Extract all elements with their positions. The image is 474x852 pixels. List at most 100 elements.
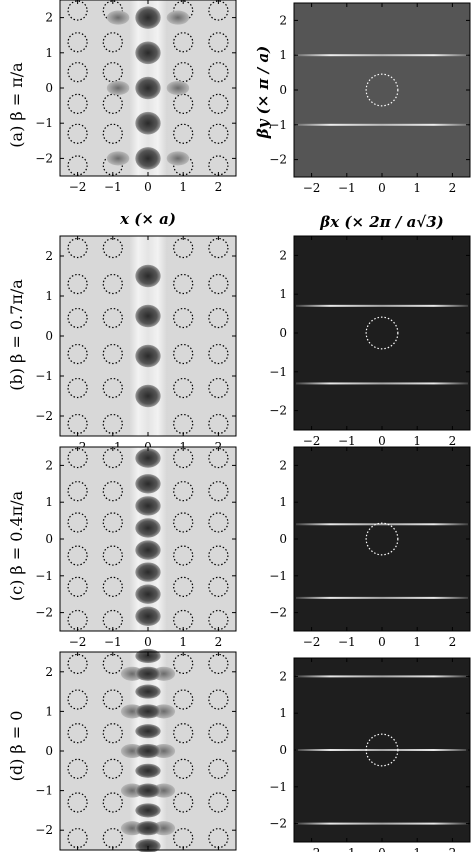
spectrum-y-tick-label-2-2: 0 xyxy=(279,532,287,546)
field-y-tick-label-1-3: 1 xyxy=(45,289,53,303)
field-mode-lobe-2-3 xyxy=(135,518,161,538)
field-hole-1-2-2 xyxy=(173,307,194,329)
field-mode-lobe-1-3 xyxy=(135,384,161,408)
field-mode-lobe-3-7 xyxy=(135,783,161,798)
spectrum-x-tick-label-0-3: 1 xyxy=(413,181,421,195)
field-hole-1-1-3 xyxy=(208,273,229,295)
field-mode-lobe-3-9 xyxy=(135,821,161,836)
spectrum-x-tick-label-3-2: 0 xyxy=(378,846,386,852)
field-y-tick-label-0-4: 2 xyxy=(45,11,53,25)
field-hole-3-1-1 xyxy=(102,689,123,710)
field-mode-lobe-0-4 xyxy=(135,147,161,170)
field-y-tick-label-3-2: 0 xyxy=(45,744,53,758)
field-hole-3-0-1 xyxy=(102,653,123,674)
field-hole-2-0-1 xyxy=(102,447,123,469)
spectrum-x-axis-label: βx (× 2π / a√3) xyxy=(319,213,443,231)
field-mode-lobe-0-0 xyxy=(135,6,161,29)
spectrum-panel-1: −2 −1 0 1 2 −2 −1 0 1 2 xyxy=(269,235,471,448)
field-hole-0-3-3 xyxy=(208,93,229,114)
field-y-tick-label-1-2: 0 xyxy=(45,329,53,343)
spectrum-light-cone-circle-0 xyxy=(365,73,399,107)
field-hole-3-3-0 xyxy=(67,758,88,779)
field-y-tick-label-3-3: 1 xyxy=(45,704,53,718)
spectrum-y-tick-label-0-3: 1 xyxy=(279,48,287,62)
spectrum-light-cone-circle-2 xyxy=(365,522,399,556)
field-y-tick-label-0-3: 1 xyxy=(45,46,53,60)
spectrum-y-tick-label-1-1: −1 xyxy=(269,365,287,379)
spectrum-x-tick-label-2-2: 0 xyxy=(378,635,386,649)
field-mode-lobe-0-1 xyxy=(135,41,161,65)
spectrum-x-tick-label-3-1: −1 xyxy=(338,846,356,852)
spectrum-x-tick-label-1-1: −1 xyxy=(338,434,356,448)
spectrum-panel-3: −2 −1 0 1 2 −2 −1 0 1 2 xyxy=(269,657,471,852)
spectrum-x-tick-label-2-0: −2 xyxy=(303,635,321,649)
field-x-tick-label-2-3: 1 xyxy=(179,635,187,649)
spectrum-x-tick-label-3-3: 1 xyxy=(413,846,421,852)
spectrum-x-tick-label-2-4: 2 xyxy=(449,635,457,649)
field-panel-2: −2 −1 0 1 2 −2 −1 0 1 2 xyxy=(35,446,237,649)
field-hole-2-3-3 xyxy=(208,545,229,566)
spectrum-line-1-1 xyxy=(296,382,468,385)
spectrum-panel-0: −2 −1 0 1 2 −2 −1 0 1 2 xyxy=(269,2,471,195)
spectrum-light-cone-circle-3 xyxy=(365,733,399,767)
field-hole-2-0-2 xyxy=(173,447,194,469)
field-hole-3-3-1 xyxy=(102,758,123,779)
spectrum-line-1-0 xyxy=(296,304,468,307)
field-y-tick-label-0-1: −1 xyxy=(35,116,53,130)
spectrum-line-3-2 xyxy=(296,822,468,825)
field-hole-1-2-0 xyxy=(67,307,88,329)
field-mode-lobe-1-2 xyxy=(135,344,161,368)
field-hole-2-1-1 xyxy=(102,481,123,502)
spectrum-y-tick-label-1-2: 0 xyxy=(279,326,287,340)
field-hole-0-1-1 xyxy=(102,32,123,53)
spectrum-line-0-1 xyxy=(296,123,468,126)
field-hole-1-1-2 xyxy=(173,273,194,295)
field-x-tick-label-0-4: 2 xyxy=(215,180,223,194)
field-hole-1-1-1 xyxy=(102,273,123,295)
spectrum-line-2-0 xyxy=(296,523,468,526)
field-y-tick-label-2-1: −1 xyxy=(35,569,53,583)
field-x-tick-label-0-0: −2 xyxy=(69,180,87,194)
field-hole-1-4-2 xyxy=(173,377,194,399)
field-hole-3-0-3 xyxy=(208,653,229,674)
spectrum-x-tick-label-0-1: −1 xyxy=(338,181,356,195)
field-mode-lobe-3-1 xyxy=(135,666,161,681)
field-mode-lobe-3-6 xyxy=(135,763,161,778)
field-hole-0-3-2 xyxy=(173,93,194,114)
field-hole-1-3-1 xyxy=(102,343,123,365)
field-x-tick-label-0-1: −1 xyxy=(104,180,122,194)
field-hole-3-4-3 xyxy=(208,792,229,813)
spectrum-y-tick-label-3-4: 2 xyxy=(279,669,287,683)
field-side-lobe-0-2-0 xyxy=(106,151,130,166)
row-label-b: (b) β = 0.7π/a xyxy=(7,279,26,391)
field-hole-2-2-0 xyxy=(67,512,88,533)
field-hole-1-3-0 xyxy=(67,343,88,365)
field-y-tick-label-3-4: 2 xyxy=(45,665,53,679)
spectrum-y-tick-label-0-1: −1 xyxy=(269,118,287,132)
spectrum-y-tick-label-3-3: 1 xyxy=(279,706,287,720)
field-hole-2-1-0 xyxy=(67,481,88,502)
spectrum-y-tick-label-3-1: −1 xyxy=(269,780,287,794)
field-hole-1-1-0 xyxy=(67,273,88,295)
field-hole-1-2-1 xyxy=(102,307,123,329)
field-mode-lobe-2-4 xyxy=(135,540,161,560)
field-x-tick-label-0-3: 1 xyxy=(179,180,187,194)
field-x-axis-label: x (× a) xyxy=(119,210,176,228)
field-hole-2-3-1 xyxy=(102,545,123,566)
field-mode-lobe-1-1 xyxy=(135,304,161,328)
spectrum-y-tick-label-2-1: −1 xyxy=(269,569,287,583)
field-hole-0-0-0 xyxy=(67,0,88,21)
field-hole-2-4-0 xyxy=(67,576,88,597)
spectrum-y-tick-label-1-4: 2 xyxy=(279,248,287,262)
spectrum-x-tick-label-3-0: −2 xyxy=(303,846,321,852)
field-hole-2-2-1 xyxy=(102,512,123,533)
field-hole-0-2-0 xyxy=(67,62,88,83)
field-hole-0-2-3 xyxy=(208,62,229,83)
field-x-tick-label-2-4: 2 xyxy=(215,635,223,649)
field-mode-lobe-2-1 xyxy=(135,474,161,494)
spectrum-x-tick-label-1-2: 0 xyxy=(378,434,386,448)
spectrum-x-tick-label-2-1: −1 xyxy=(338,635,356,649)
field-mode-lobe-3-5 xyxy=(135,743,161,759)
